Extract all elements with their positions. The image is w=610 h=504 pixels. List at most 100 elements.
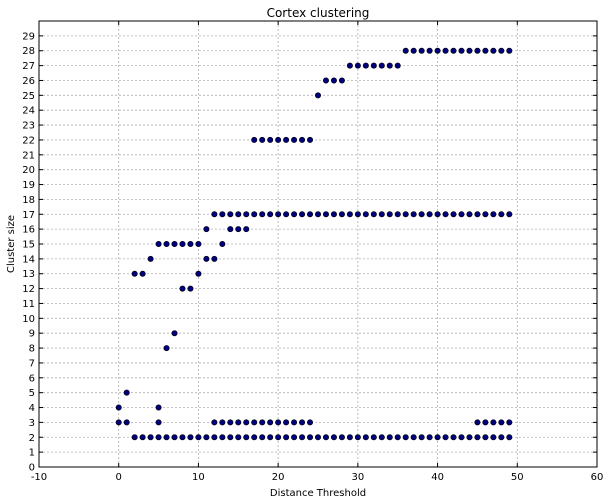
y-tick-label: 21 xyxy=(22,150,35,161)
x-tick-label: 10 xyxy=(192,472,205,483)
y-tick-label: 22 xyxy=(22,135,35,146)
data-point xyxy=(370,434,377,441)
data-point xyxy=(211,419,218,426)
data-point xyxy=(490,211,497,218)
x-tick-label: 50 xyxy=(511,472,524,483)
data-point xyxy=(322,77,329,84)
y-tick-label: 26 xyxy=(22,76,35,87)
data-point xyxy=(235,434,242,441)
data-point xyxy=(155,241,162,248)
data-point xyxy=(498,434,505,441)
data-point xyxy=(330,77,337,84)
data-point xyxy=(506,47,513,54)
data-point xyxy=(418,434,425,441)
data-point xyxy=(283,211,290,218)
data-point xyxy=(211,434,218,441)
plot-frame xyxy=(38,20,598,468)
data-point xyxy=(235,419,242,426)
y-tick-label: 13 xyxy=(22,269,35,280)
data-point xyxy=(466,47,473,54)
data-point xyxy=(314,434,321,441)
y-axis-label: Cluster size xyxy=(6,215,17,273)
data-point xyxy=(291,211,298,218)
data-point xyxy=(378,434,385,441)
data-point xyxy=(354,434,361,441)
data-point xyxy=(235,226,242,233)
y-tick-label: 23 xyxy=(22,121,35,132)
data-point xyxy=(490,434,497,441)
data-point xyxy=(307,434,314,441)
data-point xyxy=(474,434,481,441)
data-point xyxy=(275,434,282,441)
data-point xyxy=(466,434,473,441)
data-point xyxy=(426,47,433,54)
data-point xyxy=(163,345,170,352)
data-point xyxy=(434,47,441,54)
data-point xyxy=(115,404,122,411)
data-point xyxy=(362,434,369,441)
y-tick-label: 1 xyxy=(29,448,35,459)
data-point xyxy=(338,434,345,441)
y-tick-label: 18 xyxy=(22,195,35,206)
y-tick-label: 27 xyxy=(22,61,35,72)
data-point xyxy=(291,136,298,143)
data-point xyxy=(243,211,250,218)
data-point xyxy=(338,77,345,84)
data-point xyxy=(482,211,489,218)
data-point xyxy=(155,404,162,411)
data-point xyxy=(203,255,210,262)
data-point xyxy=(386,434,393,441)
data-point xyxy=(251,211,258,218)
data-point xyxy=(498,47,505,54)
data-point xyxy=(386,211,393,218)
data-point xyxy=(386,62,393,69)
data-point xyxy=(330,434,337,441)
data-point xyxy=(275,419,282,426)
data-point xyxy=(211,255,218,262)
data-point xyxy=(299,419,306,426)
data-point xyxy=(259,211,266,218)
data-point xyxy=(283,136,290,143)
data-point xyxy=(362,211,369,218)
data-point xyxy=(131,434,138,441)
data-point xyxy=(147,434,154,441)
data-point xyxy=(307,136,314,143)
data-point xyxy=(243,226,250,233)
data-point xyxy=(275,211,282,218)
data-points xyxy=(115,47,513,441)
y-tick-label: 11 xyxy=(22,299,35,310)
y-tick-label: 8 xyxy=(29,344,35,355)
data-point xyxy=(139,434,146,441)
data-point xyxy=(211,211,218,218)
data-point xyxy=(227,211,234,218)
data-point xyxy=(394,434,401,441)
data-point xyxy=(227,434,234,441)
x-tick-label: 40 xyxy=(431,472,444,483)
y-tick-label: 9 xyxy=(29,329,35,340)
data-point xyxy=(402,211,409,218)
data-point xyxy=(458,211,465,218)
y-tick-label: 24 xyxy=(22,106,35,117)
data-point xyxy=(450,211,457,218)
data-point xyxy=(267,434,274,441)
data-point xyxy=(131,270,138,277)
data-point xyxy=(498,211,505,218)
data-point xyxy=(259,419,266,426)
y-tick-label: 16 xyxy=(22,225,35,236)
y-tick-label: 25 xyxy=(22,91,35,102)
data-point xyxy=(322,211,329,218)
data-point xyxy=(442,47,449,54)
y-tick-label: 19 xyxy=(22,180,35,191)
data-point xyxy=(346,211,353,218)
y-tick-label: 20 xyxy=(22,165,35,176)
chart-title: Cortex clustering xyxy=(267,6,370,20)
data-point xyxy=(482,47,489,54)
data-point xyxy=(307,211,314,218)
data-point xyxy=(474,47,481,54)
data-point xyxy=(163,434,170,441)
x-tick-label: -10 xyxy=(31,472,47,483)
data-point xyxy=(354,211,361,218)
data-point xyxy=(203,226,210,233)
data-point xyxy=(314,92,321,99)
data-point xyxy=(338,211,345,218)
